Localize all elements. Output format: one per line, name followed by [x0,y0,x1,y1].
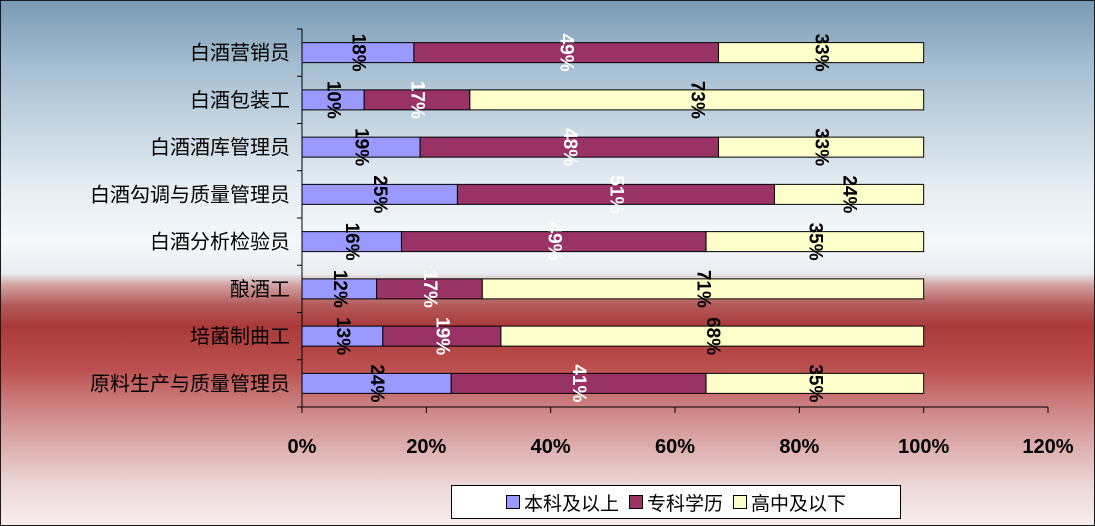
data-label: 35% [804,223,825,261]
category-label: 白酒分析检验员 [150,230,290,254]
data-label: 13% [332,317,353,355]
data-label: 35% [804,364,825,402]
category-label: 培菌制曲工 [190,324,290,348]
data-label: 48% [559,128,580,166]
data-label: 73% [686,81,707,119]
data-label: 49% [556,34,577,72]
legend: 本科及以上 专科学历 高中及以下 [451,485,901,519]
category-label: 酿酒工 [230,277,290,301]
data-label: 16% [341,223,362,261]
legend-swatch [733,495,747,509]
data-label: 12% [329,270,350,308]
x-tick-label: 60% [655,436,695,458]
category-label: 白酒营销员 [190,41,290,65]
data-label: 17% [407,81,428,119]
stacked-bar-chart: 0% 20% 40% 60% 80% 100% 120% 白酒营销员 18% 49% 33% 白酒包装… [90,28,1074,458]
x-tick-label: 120% [1022,436,1073,458]
legend-swatch [505,495,520,509]
category-label: 白酒包装工 [190,88,290,112]
bar-segment [773,183,925,205]
data-label: 49% [543,223,564,261]
category-label: 原料生产与质量管理员 [90,371,290,395]
data-label: 33% [811,128,832,166]
x-tick-label: 80% [779,436,819,458]
data-label: 19% [431,317,452,355]
data-label: 24% [839,175,860,213]
bar-segment [481,278,925,300]
bar-segment [469,89,925,111]
data-label: 71% [692,270,713,308]
x-tick-label: 20% [406,436,446,458]
bar-segment [718,136,925,158]
x-tick-label: 0% [288,436,317,458]
legend-item: 高中及以下 [733,489,846,516]
data-label: 41% [568,364,589,402]
bar-segment [500,325,925,347]
legend-item: 本科及以上 [505,489,619,516]
x-tick-label: 40% [531,436,571,458]
data-label: 25% [369,175,390,213]
data-label: 33% [811,34,832,72]
legend-label: 高中及以下 [751,492,847,515]
legend-label: 本科及以上 [523,492,619,515]
legend-swatch [628,495,643,509]
legend-item: 专科学历 [628,489,723,516]
bar-segment [705,372,925,394]
data-label: 18% [347,34,368,72]
category-label: 白酒酒库管理员 [150,135,290,159]
legend-label: 专科学历 [646,492,723,515]
x-tick-label: 100% [898,436,949,458]
bar-segment [705,231,925,253]
data-label: 24% [366,364,387,402]
category-label: 白酒勾调与质量管理员 [90,182,290,206]
data-label: 68% [702,317,723,355]
data-label: 19% [351,128,372,166]
data-label: 51% [605,175,626,213]
data-label: 10% [323,81,344,119]
bar-segment [718,42,925,64]
data-label: 17% [419,270,440,308]
